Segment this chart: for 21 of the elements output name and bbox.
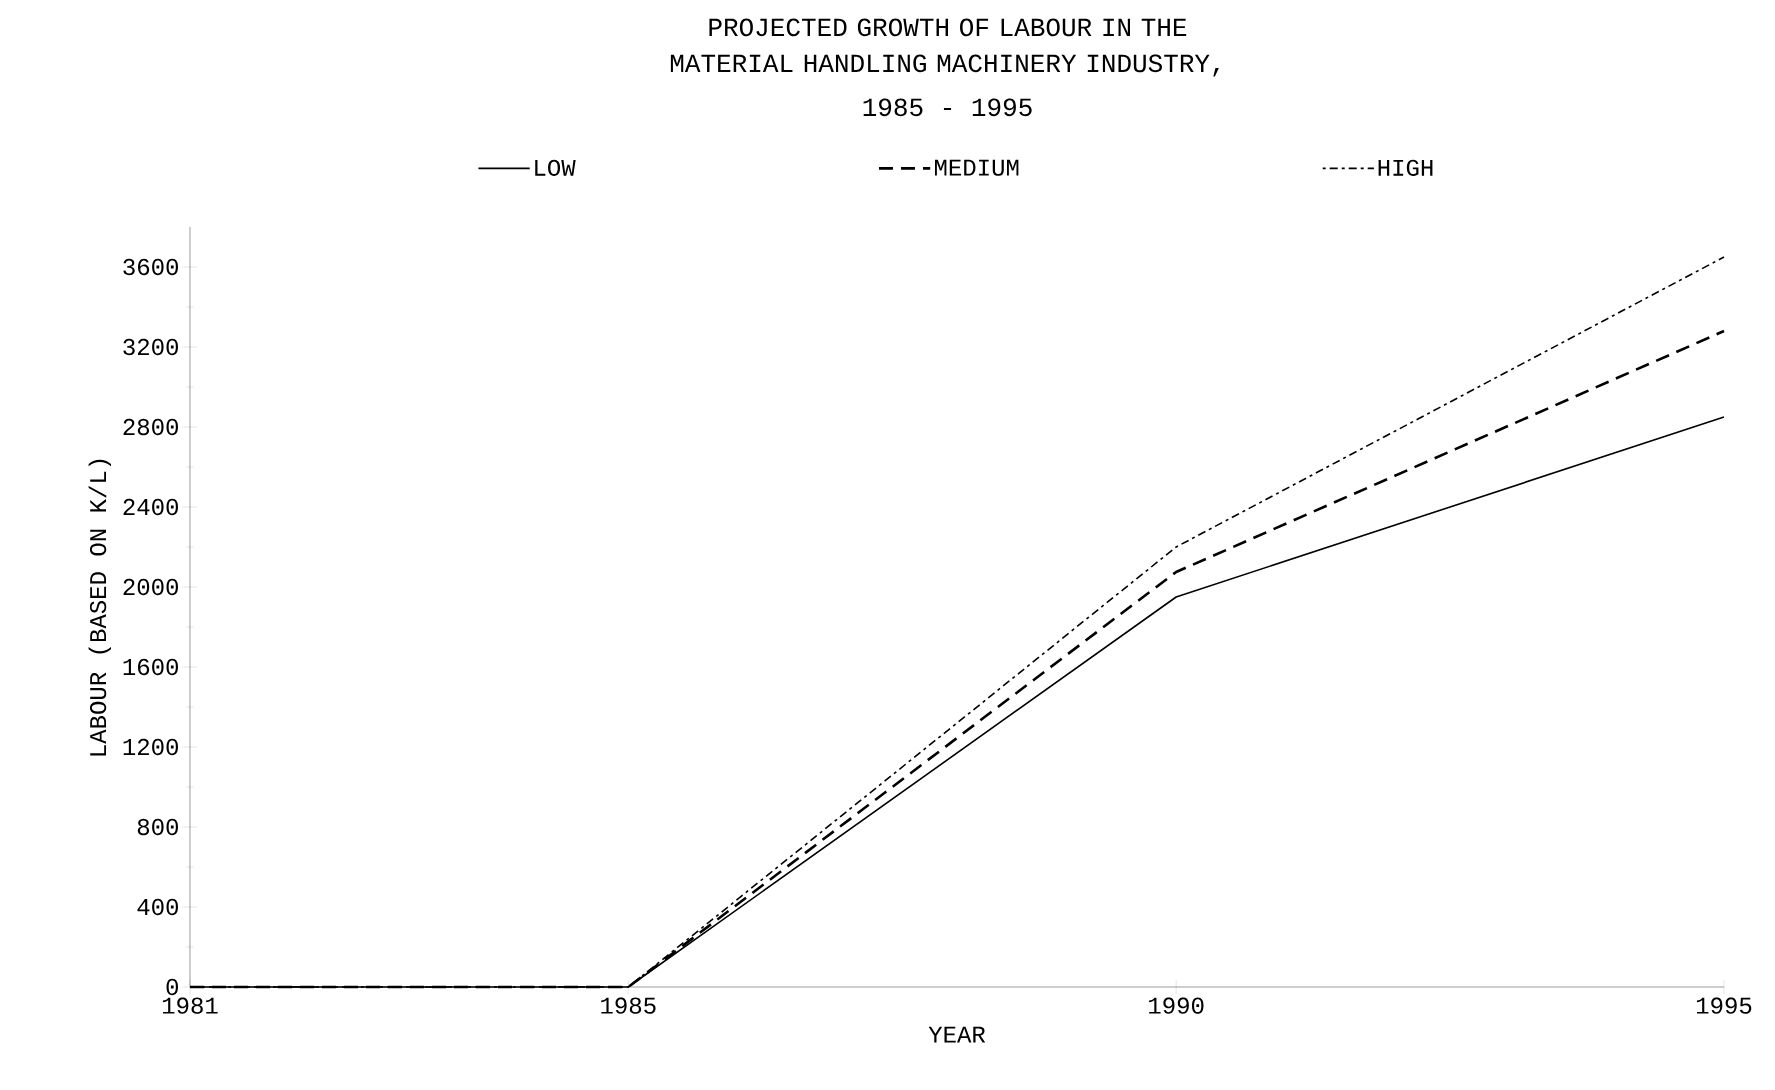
y-tick-label: 1200 [123,738,178,756]
y-tick-label: 3600 [123,258,178,276]
chart-title: PROJECTED GROWTH OF LABOUR IN THE MATERIAL HANDLING MACHINERY INDUSTRY, [670,18,1219,77]
y-tick-label: 400 [137,898,178,916]
x-tick-label: 1990 [1149,997,1204,1014]
legend-label: LOW [535,159,576,176]
legend-label: HIGH [1378,159,1433,176]
y-tick-label: 800 [137,818,178,836]
x-tick-label: 1995 [1696,997,1752,1014]
y-tick-label: 1600 [123,658,178,676]
legend-label: MEDIUM [935,159,1019,176]
y-axis-title: LABOUR (BASED ON K/L) [88,459,111,756]
y-tick-label: 0 [166,978,178,996]
x-axis-title: YEAR [928,1026,986,1043]
y-tick-label: 2400 [123,498,178,516]
y-tick-label: 2000 [123,578,178,596]
x-tick-label: 1985 [601,997,656,1014]
y-tick-label: 2800 [123,418,178,436]
x-tick-label: 1981 [162,997,218,1014]
y-tick-label: 3200 [123,338,178,356]
chart-subtitle: 1985 - 1995 [863,98,1032,117]
